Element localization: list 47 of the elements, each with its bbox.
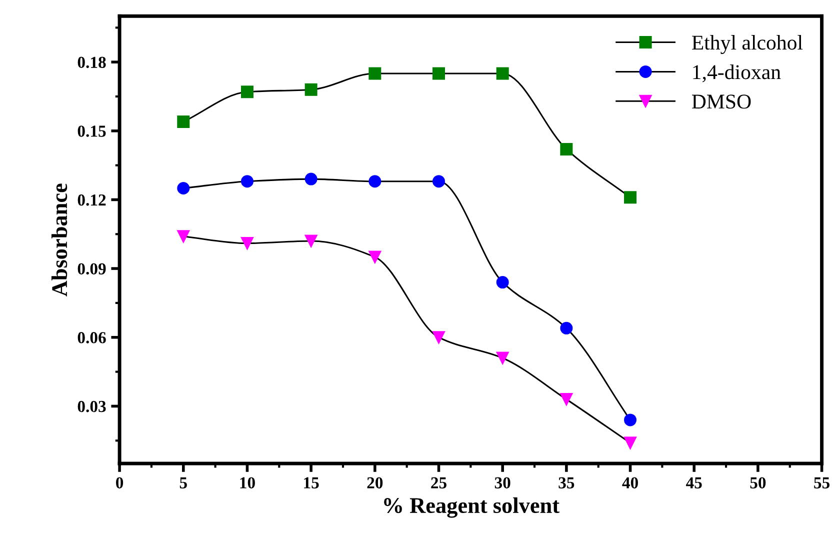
x-tick-label: 15 — [304, 477, 319, 488]
point — [432, 67, 445, 80]
point — [304, 234, 318, 248]
point — [560, 322, 573, 334]
point — [432, 175, 445, 188]
point — [624, 191, 637, 204]
x-tick-label: 30 — [494, 477, 510, 488]
point — [560, 142, 573, 156]
y-tick-label: 0.18 — [78, 56, 106, 68]
x-tick-label: 35 — [558, 477, 574, 488]
y-tick-label: 0.15 — [78, 126, 106, 137]
y-axis-title: Absorbance — [51, 184, 68, 296]
point — [240, 86, 254, 98]
legend-label: Ethyl alcohol — [692, 35, 803, 54]
y-tick-label: 0.06 — [78, 332, 106, 344]
x-tick-label: 5 — [180, 477, 187, 488]
point — [177, 115, 190, 128]
point — [368, 250, 382, 264]
x-tick-label: 45 — [686, 477, 702, 488]
point — [496, 276, 509, 289]
point — [304, 83, 318, 96]
x-tick-label: 20 — [367, 477, 383, 488]
point — [304, 172, 318, 186]
legend-label: DMSO — [692, 94, 751, 109]
x-tick-label: 55 — [814, 477, 830, 488]
point — [432, 331, 445, 344]
x-tick-label: 40 — [622, 477, 638, 488]
x-tick-label: 10 — [240, 477, 255, 488]
x-axis-title: % Reagent solvent — [384, 497, 560, 518]
point — [560, 393, 573, 406]
point — [177, 182, 190, 194]
y-tick-label: 0.12 — [78, 194, 106, 206]
x-tick-label: 50 — [750, 477, 766, 488]
point — [496, 352, 509, 364]
point — [240, 175, 254, 188]
y-tick-label: 0.03 — [78, 400, 106, 412]
point — [177, 230, 190, 243]
point — [368, 67, 382, 80]
point — [368, 175, 382, 188]
x-tick-label: 0 — [116, 477, 124, 488]
point — [624, 414, 637, 426]
legend-label: 1,4-dioxan — [693, 64, 781, 82]
point — [624, 436, 637, 450]
point — [496, 67, 509, 80]
y-tick-label: 0.09 — [78, 263, 106, 275]
point — [240, 237, 254, 250]
x-tick-label: 25 — [431, 477, 446, 488]
